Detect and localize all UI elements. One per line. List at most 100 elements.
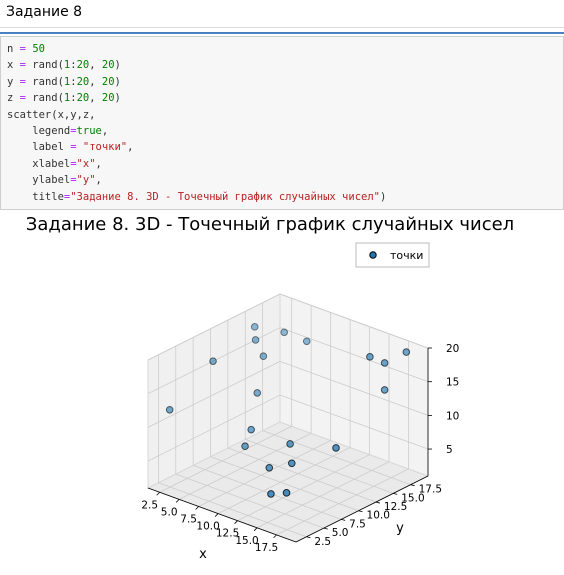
grid-y-floor <box>227 447 377 503</box>
code-line: label = "точки", <box>7 141 133 153</box>
code-token: 20 <box>101 59 115 72</box>
data-point <box>209 357 217 365</box>
code-token: true <box>76 125 102 138</box>
code-token: : <box>70 59 77 72</box>
code-line: scatter(x,y,z, <box>7 109 96 121</box>
code-token: y <box>7 75 20 88</box>
legend-label: точки <box>390 249 423 262</box>
code-cell[interactable]: n = 50 x = rand(1:20, 20) y = rand(1:20,… <box>0 36 564 210</box>
grid-z-left <box>147 361 281 428</box>
y-tick-label: 7.5 <box>349 518 366 530</box>
y-tick-mark <box>323 527 328 530</box>
x-tick-mark <box>156 491 160 496</box>
cell-heading: Задание 8 <box>0 0 564 34</box>
code-token: rand( <box>25 75 64 88</box>
chart-title: Задание 8. 3D - Точечный график случайны… <box>26 214 514 235</box>
code-token: ) <box>380 190 387 203</box>
code-token: z <box>7 92 20 105</box>
z-tick-label: 5 <box>446 444 453 456</box>
data-point <box>380 359 389 367</box>
y-axis-label: y <box>396 521 404 536</box>
code-token: , <box>89 92 102 105</box>
code-token: xlabel <box>7 157 71 170</box>
grid-z-back <box>279 360 429 416</box>
data-point <box>267 490 275 498</box>
code-token: = <box>70 125 77 138</box>
code-line: title="Задание 8. 3D - Точечный график с… <box>7 191 386 203</box>
code-token: , <box>101 125 109 138</box>
x-tick-label: 5.0 <box>161 506 178 518</box>
z-tick-label: 20 <box>446 343 459 355</box>
x-tick-label: 17.5 <box>255 542 278 554</box>
grid-y-floor <box>193 465 342 520</box>
code-token: "y" <box>76 174 96 187</box>
data-point <box>265 463 274 472</box>
code-token: , <box>95 157 102 170</box>
y-tick-mark <box>306 536 311 539</box>
code-token: = <box>19 75 26 88</box>
code-token: 1 <box>63 59 71 72</box>
code-token: , <box>127 141 134 154</box>
y-tick-mark <box>393 492 398 495</box>
code-token: legend <box>7 125 71 138</box>
grid-x-floor <box>237 454 370 522</box>
x-tick-label: 12.5 <box>216 528 239 540</box>
y-tick-label: 12.5 <box>384 501 407 513</box>
grid-x-floor <box>159 425 292 493</box>
code-token: = <box>19 43 26 55</box>
data-point <box>380 386 389 394</box>
data-point <box>332 444 340 452</box>
data-point <box>282 489 291 497</box>
data-point <box>366 353 374 361</box>
y-axis-line <box>295 475 429 543</box>
code-line: y = rand(1:20, 20) <box>7 76 121 88</box>
code-token: rand( <box>25 59 64 72</box>
code-token: label <box>7 141 71 154</box>
legend: точки <box>355 242 430 268</box>
legend-box <box>355 242 430 268</box>
data-point <box>165 405 174 414</box>
code-line: x = rand(1:20, 20) <box>7 59 121 71</box>
grid-z-left <box>147 293 281 361</box>
code-line: ylabel="y", <box>7 174 102 186</box>
z-tick-label: 10 <box>446 410 459 422</box>
code-line: n = 50 <box>7 43 45 55</box>
code-token: 20 <box>76 59 90 72</box>
y-tick-label: 15.0 <box>401 492 424 504</box>
grid-z-back <box>279 327 429 383</box>
x-tick-label: 2.5 <box>141 499 158 511</box>
z-tick-label: 15 <box>446 377 459 389</box>
code-token: = <box>63 190 71 203</box>
x-tick-label: 15.0 <box>235 535 258 547</box>
y-tick-label: 17.5 <box>419 484 442 496</box>
code-token: = <box>70 174 77 187</box>
grid-x-floor <box>217 447 351 514</box>
data-point <box>286 440 294 448</box>
y-tick-mark <box>375 501 380 504</box>
code-token: = <box>19 59 26 72</box>
data-point <box>250 323 259 331</box>
code-token: = <box>70 157 77 170</box>
data-point <box>247 425 255 434</box>
legend-marker <box>369 251 377 259</box>
x-axis-label: x <box>199 547 207 562</box>
x-tick-mark <box>273 534 277 539</box>
heading-divider <box>0 27 564 28</box>
code-line: z = rand(1:20, 20) <box>7 92 121 104</box>
data-point <box>280 328 289 337</box>
y-tick-mark <box>358 510 363 513</box>
code-token: 20 <box>76 92 90 105</box>
x-tick-label: 7.5 <box>180 513 197 525</box>
y-tick-mark <box>341 519 346 521</box>
code-token: 1 <box>63 92 71 105</box>
grid-x-floor <box>198 440 331 507</box>
plot-output: Задание 8. 3D - Точечный график случайны… <box>0 208 564 575</box>
data-point <box>251 336 260 344</box>
code-token: ylabel <box>7 174 71 187</box>
grid-y-floor <box>158 482 307 538</box>
code-token: "x" <box>76 157 96 170</box>
code-editor[interactable]: n = 50 x = rand(1:20, 20) y = rand(1:20,… <box>7 41 386 205</box>
code-token: , <box>89 75 102 88</box>
code-token: 50 <box>32 43 45 55</box>
x-tick-mark <box>214 513 219 517</box>
